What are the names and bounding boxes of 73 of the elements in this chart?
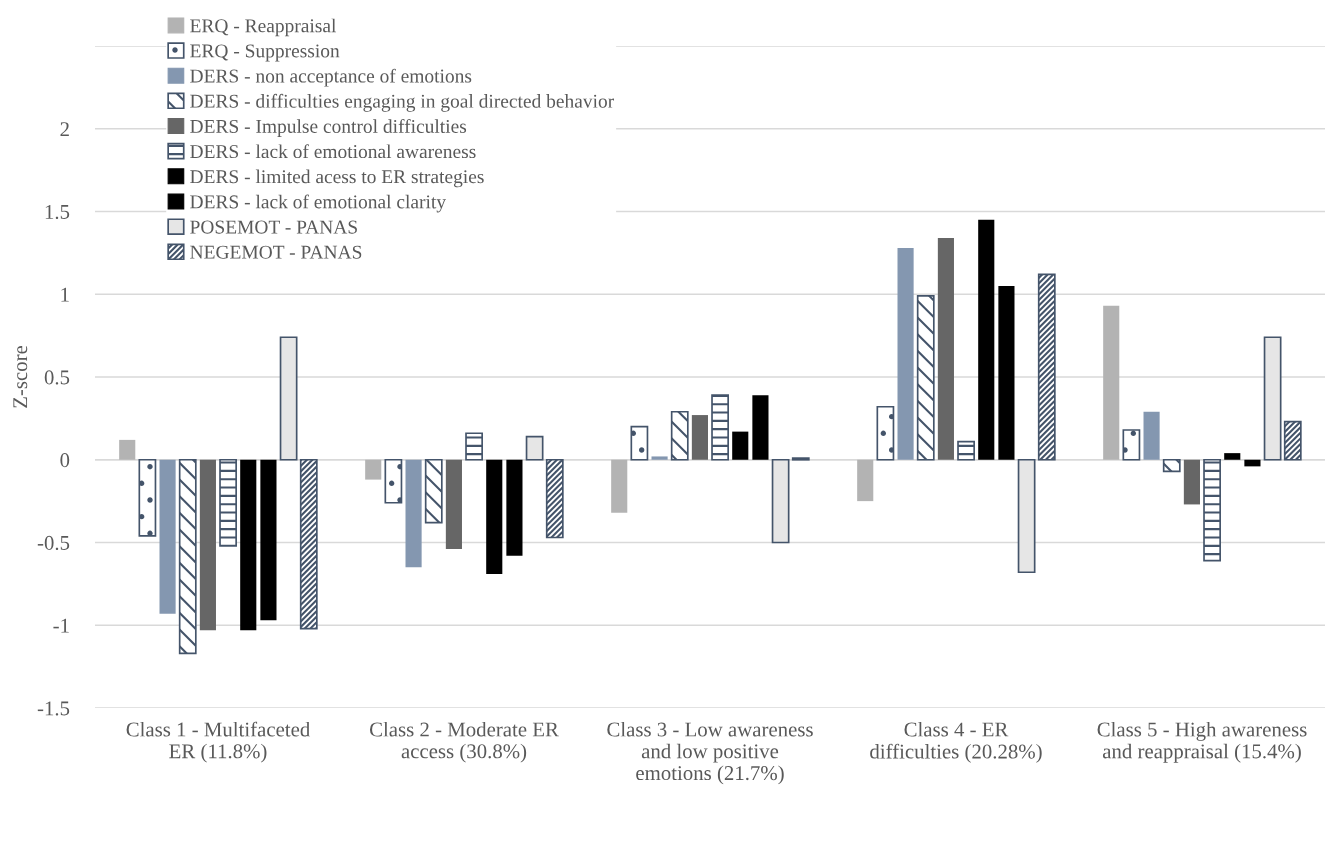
bar (178, 458, 197, 655)
bar (1263, 336, 1282, 461)
bar (1162, 458, 1181, 473)
x-tick-label: Class 1 - Multifaceted ER (11.8%) (126, 721, 311, 763)
legend-label: DERS - non acceptance of emotions (190, 68, 472, 87)
bar (1224, 453, 1241, 460)
legend-label: DERS - limited acess to ER strategies (190, 169, 484, 188)
x-tick-label: Class 2 - Moderate ER access (30.8%) (369, 721, 559, 763)
bar (405, 459, 422, 568)
y-tick-label: 0.5 (44, 370, 70, 385)
bar (240, 459, 257, 631)
bar (1103, 305, 1120, 460)
bar (1203, 458, 1221, 562)
bar (506, 459, 523, 556)
bar (998, 285, 1015, 460)
bar (771, 458, 790, 544)
bar (732, 431, 749, 460)
bar (384, 458, 403, 504)
bar (670, 410, 689, 461)
bar (424, 458, 443, 524)
x-tick-label: Class 4 - ER difficulties (20.28%) (870, 721, 1042, 763)
bar (219, 458, 237, 547)
bar (525, 435, 544, 461)
bar (651, 456, 668, 460)
bar (711, 394, 729, 461)
bar (752, 395, 769, 460)
bar (1244, 459, 1261, 467)
bar (545, 458, 564, 539)
bar (937, 237, 954, 460)
bar (365, 459, 382, 480)
bar (138, 458, 157, 537)
y-tick-label: -1 (53, 618, 69, 633)
bar (299, 458, 318, 630)
legend-label: DERS - lack of emotional awareness (190, 144, 476, 159)
legend-label: POSEMOT - PANAS (190, 220, 357, 234)
bar (691, 415, 708, 460)
bar (1122, 429, 1141, 461)
y-tick-label: -0.5 (37, 535, 70, 551)
bar (1037, 273, 1056, 461)
legend-label: DERS - difficulties engaging in goal directed behavior (190, 93, 614, 112)
bar (199, 459, 216, 631)
legend-label: DERS - Impulse control difficulties (190, 119, 467, 137)
bar (857, 459, 874, 502)
bar (897, 247, 914, 460)
y-axis-title: Z-score (13, 345, 28, 408)
bar (876, 405, 895, 461)
legend-label: ERQ - Suppression (190, 44, 340, 62)
bar (957, 440, 975, 461)
bar (1143, 411, 1160, 460)
y-tick-label: 1.5 (45, 204, 70, 220)
bar (916, 295, 935, 461)
bar (486, 459, 503, 574)
bar (1183, 459, 1200, 505)
bar (260, 459, 277, 621)
x-tick-label: Class 3 - Low awareness and low positive emotions (21.7%) (607, 721, 813, 785)
x-tick-label: Class 5 - High awareness and reappraisal (15.4%) (1097, 721, 1307, 763)
bar (159, 459, 176, 614)
legend-label: ERQ - Reappraisal (190, 18, 337, 37)
y-tick-label: 2 (60, 122, 69, 136)
bar (1283, 420, 1302, 461)
y-tick-label: 1 (61, 287, 69, 302)
legend-label: NEGEMOT - PANAS (190, 245, 362, 259)
bar (1017, 458, 1036, 574)
y-tick-label: 0 (60, 453, 70, 468)
bar (119, 439, 136, 460)
bar (630, 425, 649, 461)
bar (279, 336, 298, 461)
y-tick-label: -1.5 (37, 701, 70, 716)
bar (445, 459, 462, 550)
bar (978, 219, 995, 460)
bar (465, 432, 483, 461)
legend-label: DERS - lack of emotional clarity (190, 194, 446, 213)
bar (611, 459, 628, 513)
